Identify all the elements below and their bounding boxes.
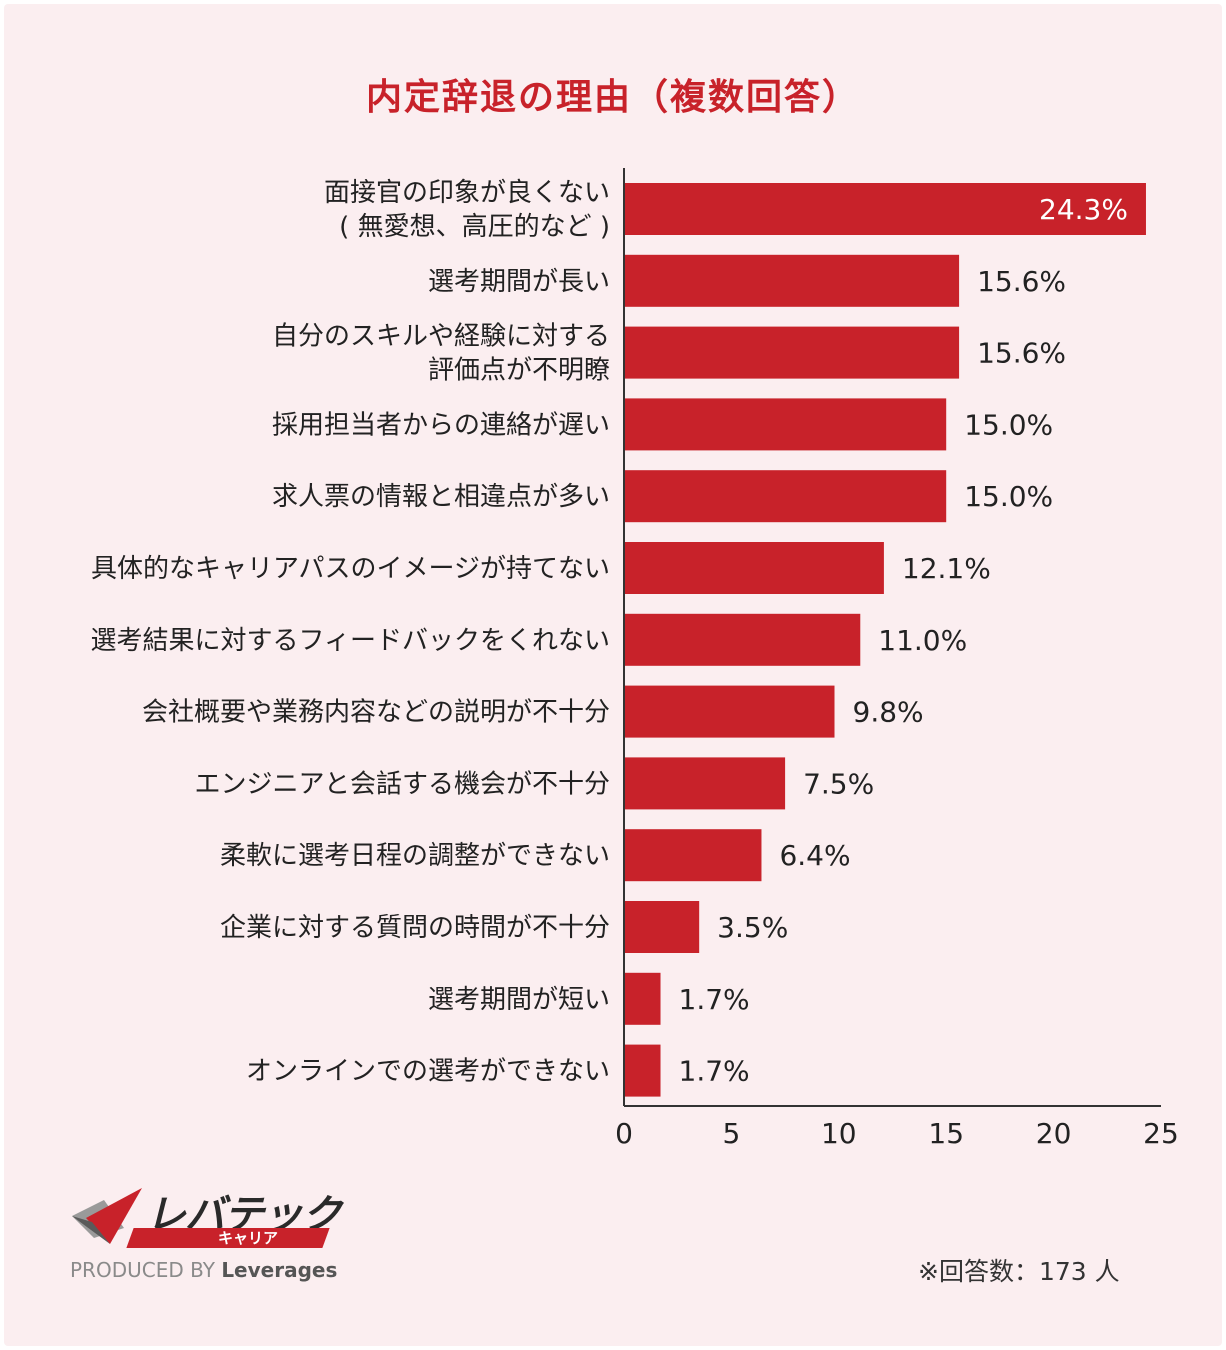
bar-value-label: 11.0% [878, 624, 967, 657]
x-tick-label: 15 [928, 1117, 964, 1150]
category-label-line: 企業に対する質問の時間が不十分 [220, 913, 610, 943]
bar [624, 613, 861, 666]
category-label: 会社概要や業務内容などの説明が不十分 [142, 698, 610, 728]
logo-tag: キャリア [126, 1228, 330, 1248]
category-label: 企業に対する質問の時間が不十分 [220, 913, 610, 943]
category-label: 自分のスキルや経験に対する評価点が不明瞭 [272, 322, 610, 386]
bar [624, 542, 884, 594]
category-label: 面接官の印象が良くない ( 無愛想、高圧的など ) [324, 178, 610, 242]
category-label-line: オンラインでの選考ができない [246, 1057, 610, 1087]
x-tick-label: 25 [1143, 1117, 1179, 1150]
category-label: 選考期間が短い [428, 985, 610, 1015]
leverages-logo: レバテック キャリア PRODUCED BY Leverages [66, 1180, 346, 1290]
category-label-line: 面接官の印象が良くない [324, 178, 610, 208]
x-tick-label: 10 [821, 1117, 857, 1150]
category-label: オンラインでの選考ができない [246, 1057, 610, 1087]
bar-value-label: 9.8% [853, 696, 924, 729]
chart-title: 内定辞退の理由（複数回答） [365, 77, 860, 118]
x-tick-label: 0 [615, 1117, 633, 1150]
category-label: 求人票の情報と相違点が多い [272, 482, 610, 512]
bar [624, 829, 762, 882]
bar-value-label: 12.1% [902, 552, 991, 585]
company-name: Leverages [221, 1258, 338, 1282]
bar [624, 254, 960, 307]
category-label-line: 採用担当者からの連絡が遅い [272, 410, 610, 440]
produced-by-text: PRODUCED BY [70, 1258, 215, 1282]
logo-produced-by: PRODUCED BY Leverages [70, 1258, 337, 1282]
category-label-line: 選考期間が短い [428, 985, 610, 1015]
bar-value-label: 15.0% [964, 480, 1053, 513]
category-label-line: エンジニアと会話する機会が不十分 [195, 769, 610, 799]
bar [624, 901, 700, 953]
category-label-line: 柔軟に選考日程の調整ができない [220, 841, 610, 871]
category-label-line: 選考結果に対するフィードバックをくれない [91, 626, 610, 656]
bar [624, 972, 661, 1025]
bar [624, 183, 1146, 235]
category-label-line: 選考期間が長い [428, 267, 610, 297]
bar-value-label: 6.4% [779, 839, 850, 872]
x-tick-label: 20 [1036, 1117, 1072, 1150]
bar-value-label: 24.3% [1039, 193, 1128, 226]
bar-value-label: 15.6% [977, 265, 1066, 298]
category-label-line: 自分のスキルや経験に対する [272, 322, 610, 352]
logo-tag-text: キャリア [217, 1229, 278, 1247]
bar-value-label: 1.7% [679, 983, 750, 1016]
x-tick-label: 5 [722, 1117, 740, 1150]
category-label: エンジニアと会話する機会が不十分 [195, 769, 610, 799]
category-label: 具体的なキャリアパスのイメージが持てない [91, 554, 610, 584]
bar [624, 326, 960, 379]
bar [624, 685, 835, 738]
category-label-line: 会社概要や業務内容などの説明が不十分 [142, 698, 610, 728]
category-label-line: 求人票の情報と相違点が多い [272, 482, 610, 512]
bar [624, 1044, 661, 1097]
bar [624, 470, 947, 523]
bar [624, 757, 786, 810]
category-label-line: 具体的なキャリアパスのイメージが持てない [91, 554, 610, 584]
category-label: 選考結果に対するフィードバックをくれない [91, 626, 610, 656]
bar-value-label: 7.5% [803, 767, 874, 800]
bar [624, 398, 947, 451]
category-label: 柔軟に選考日程の調整ができない [220, 841, 610, 871]
bar-value-label: 15.0% [964, 408, 1053, 441]
bar-value-label: 15.6% [977, 337, 1066, 370]
respondent-count-note: ※回答数：173 人 [918, 1257, 1120, 1286]
bar-value-label: 1.7% [679, 1055, 750, 1088]
category-label-line: 評価点が不明瞭 [428, 356, 610, 386]
checkmark-logo-icon [72, 1188, 142, 1244]
category-label-line: ( 無愛想、高圧的など ) [339, 212, 610, 242]
bar-value-label: 3.5% [717, 911, 788, 944]
category-label: 選考期間が長い [428, 267, 610, 297]
category-label: 採用担当者からの連絡が遅い [272, 410, 610, 440]
